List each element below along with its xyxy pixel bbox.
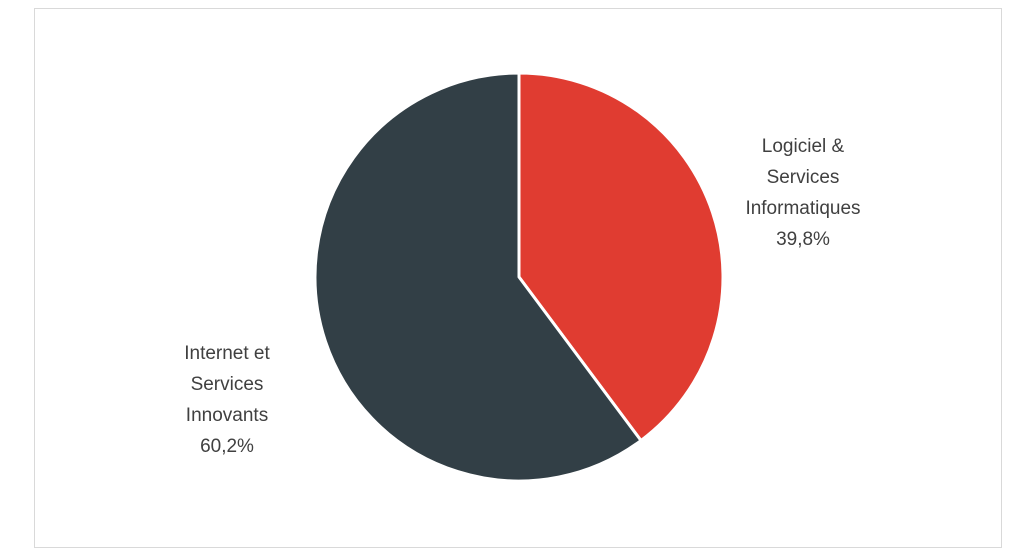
pie-labels: Logiciel & Services Informatiques 39,8% Inte…: [184, 136, 860, 457]
slice-category-label: Internet et: [184, 343, 270, 364]
slice-category-label: Services: [767, 167, 840, 188]
pie-slice-1: [517, 71, 725, 443]
slice-label-2: Internet et Services Innovants 60,2%: [184, 343, 270, 457]
slice-category-label: Innovants: [186, 405, 268, 426]
slice-category-label: Informatiques: [745, 198, 860, 219]
pie-slice-2: [313, 71, 643, 483]
slice-value-label: 39,8%: [776, 229, 830, 250]
slice-value-label: 60,2%: [200, 436, 254, 457]
slice-category-label: Logiciel &: [762, 136, 845, 157]
slice-category-label: Services: [191, 374, 264, 395]
slice-label-1: Logiciel & Services Informatiques 39,8%: [745, 136, 860, 250]
pie-chart: Logiciel & Services Informatiques 39,8% Inte…: [184, 71, 861, 483]
pie-slices: [313, 71, 725, 483]
